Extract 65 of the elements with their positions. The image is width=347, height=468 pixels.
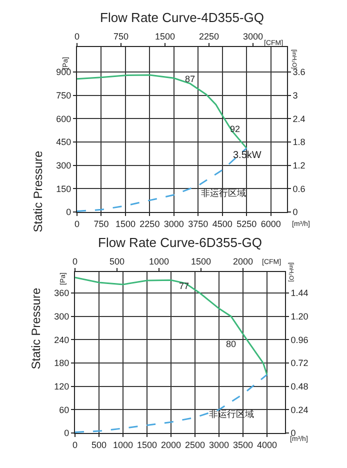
y-tick-label: 450 <box>56 137 72 148</box>
x-tick-label: 3750 <box>188 218 208 229</box>
x-tick-label: 6000 <box>260 218 281 229</box>
y-tick-label: 750 <box>56 90 72 100</box>
y-tick-label: 60 <box>59 404 70 415</box>
y-tick-label: 150 <box>56 184 72 194</box>
y2-tick-label: 1.2 <box>292 160 306 170</box>
chart-title: Flow Rate Curve-4D355-GQ <box>100 10 264 25</box>
x-tick-label: 2000 <box>160 440 182 450</box>
y2-tick-label: 0 <box>292 207 298 218</box>
x2-tick-label: 500 <box>109 256 125 266</box>
annotation: 80 <box>226 339 236 349</box>
y2-tick-label: 3.6 <box>292 67 306 78</box>
x-tick-label: 3000 <box>164 218 184 229</box>
y-axis-title: Static Pressure <box>30 150 45 232</box>
x-tick-label: 500 <box>91 440 107 450</box>
x2-tick-label: 1500 <box>190 256 212 266</box>
x-tick-label: 3000 <box>208 440 230 450</box>
x-tick-label: 1000 <box>112 440 134 450</box>
x2-tick-label: 2250 <box>198 31 219 42</box>
y-tick-label: 0 <box>64 428 70 438</box>
y-tick-label: 300 <box>56 160 72 170</box>
y-tick-label: 180 <box>54 358 70 368</box>
x-tick-label: 1500 <box>136 440 158 450</box>
y-tick-label: 300 <box>54 311 70 322</box>
y2-tick-label: 0.96 <box>290 334 308 345</box>
line-series <box>75 374 268 433</box>
x-tick-label: 5250 <box>236 218 257 229</box>
x2-tick-label: 0 <box>74 31 80 42</box>
x-tick-label: 0 <box>72 440 78 450</box>
y-tick-label: 600 <box>56 114 72 124</box>
x2-tick-label: 1000 <box>148 256 170 266</box>
y-tick-label: 240 <box>54 334 70 345</box>
x2-tick-label: 1500 <box>154 31 176 42</box>
x-tick-label: 3500 <box>232 440 254 450</box>
y2-tick-label: 0.6 <box>292 184 306 194</box>
x2-tick-label: 2000 <box>232 256 254 266</box>
y-tick-label: 120 <box>54 381 70 392</box>
x-tick-label: 0 <box>74 218 80 229</box>
x-tick-label: 2250 <box>140 218 160 229</box>
y2-tick-label: 3 <box>292 90 298 100</box>
annotation: 77 <box>179 281 190 291</box>
x2-tick-label: 3000 <box>242 31 263 42</box>
line-series <box>77 74 248 149</box>
y2-tick-label: 0.24 <box>290 404 308 415</box>
y-tick-label: 0 <box>66 207 72 218</box>
x-tick-label: 4000 <box>256 440 278 450</box>
x-tick-label: 750 <box>94 218 109 229</box>
x-tick-label: 1500 <box>115 218 136 229</box>
x-tick-label: 4500 <box>212 218 232 229</box>
y2-tick-label: 0.48 <box>290 381 308 392</box>
y2-tick-label: 1.44 <box>290 288 308 298</box>
y2-tick-label: 1.8 <box>292 137 306 148</box>
y2-tick-label: 0.72 <box>290 358 308 368</box>
line-series <box>75 276 268 376</box>
y2-tick-label: 1.20 <box>290 311 308 322</box>
annotation: 92 <box>230 124 240 134</box>
x-tick-label: 2500 <box>184 440 206 450</box>
y-tick-label: 360 <box>54 288 70 298</box>
chart-title: Flow Rate Curve-6D355-GQ <box>98 235 262 250</box>
x2-tick-label: 750 <box>113 31 129 42</box>
y-axis-title: Static Pressure <box>28 288 43 370</box>
annotation: 87 <box>185 74 196 84</box>
x2-tick-label: 0 <box>72 256 78 266</box>
y2-tick-label: 2.4 <box>292 114 306 124</box>
